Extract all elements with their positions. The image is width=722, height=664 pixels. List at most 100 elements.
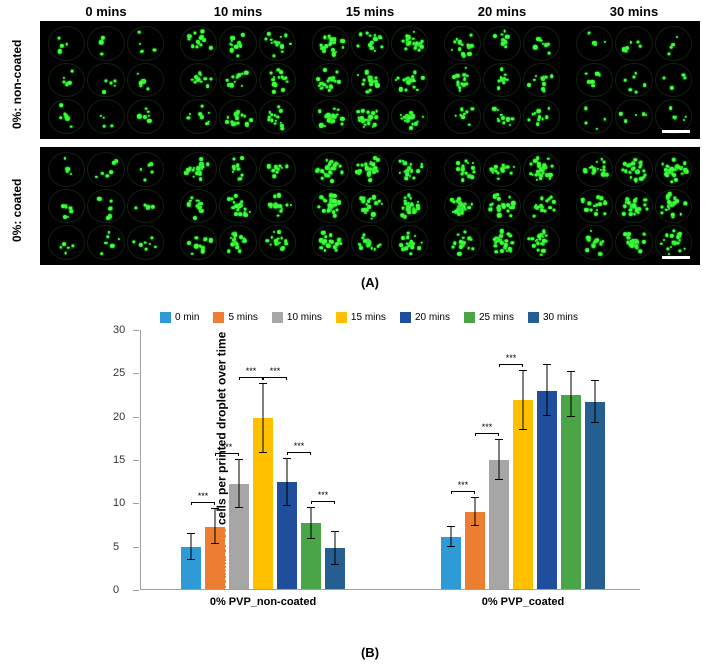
droplet [87,225,124,260]
droplet [576,26,613,61]
error-cap [331,564,339,565]
droplet [655,26,692,61]
droplet [87,26,124,61]
error-cap [331,531,339,532]
microscopy-row: 0%: coated [40,147,700,273]
droplet [48,26,85,61]
significance-marker: *** [311,490,335,502]
droplet [391,189,428,224]
legend-label: 5 mins [228,312,257,323]
droplet [483,26,520,61]
droplet [391,99,428,134]
legend-item: 5 mins [213,312,257,323]
panel-a-microscopy: 0 mins10 mins15 mins20 mins30 mins 0%: n… [40,0,700,290]
droplet [615,152,652,187]
microscopy-strip [40,21,700,139]
error-cap [519,370,527,371]
droplet [48,99,85,134]
droplet [87,99,124,134]
droplet [180,225,217,260]
droplet [259,99,296,134]
y-tick-label: 30 [113,324,125,336]
significance-marker: *** [263,366,287,378]
droplet [444,189,481,224]
error-cap [187,559,195,560]
time-header: 0 mins [46,4,166,19]
legend-swatch [528,312,539,323]
droplet [180,99,217,134]
error-cap [495,439,503,440]
droplet [523,225,560,260]
error-cap [447,526,455,527]
error-cap [543,415,551,416]
significance-marker: *** [499,353,523,365]
droplet [259,26,296,61]
droplet-group [312,152,428,260]
droplet [655,99,692,134]
error-cap [567,371,575,372]
droplet [391,26,428,61]
droplet [444,99,481,134]
droplet [655,63,692,98]
error-cap [471,525,479,526]
droplet [127,26,164,61]
error-bar [335,532,336,565]
error-cap [591,380,599,381]
error-bar [571,372,572,417]
droplet [351,189,388,224]
droplet [655,225,692,260]
droplet [180,63,217,98]
droplet [48,225,85,260]
error-bar [263,384,264,453]
error-bar [499,440,500,480]
significance-marker: *** [215,442,239,454]
panel-b-chart: 0 min5 mins10 mins15 mins20 mins25 mins3… [90,310,650,640]
legend-label: 20 mins [415,312,450,323]
droplet-group [180,152,296,260]
error-cap [259,452,267,453]
error-bar [475,498,476,526]
legend-swatch [336,312,347,323]
droplet [351,152,388,187]
y-tick [133,417,139,418]
time-header: 10 mins [178,4,298,19]
error-cap [543,364,551,365]
droplet-group [48,26,164,134]
droplet [391,63,428,98]
y-tick [133,590,139,591]
droplet-group [180,26,296,134]
droplet [444,225,481,260]
y-tick-label: 15 [113,454,125,466]
droplet [127,152,164,187]
error-bar [523,371,524,430]
droplet-group [312,26,428,134]
droplet [87,189,124,224]
droplet [259,152,296,187]
droplet [444,63,481,98]
droplet [48,189,85,224]
droplet-group [48,152,164,260]
error-cap [495,479,503,480]
microscopy-strip [40,147,700,265]
error-cap [307,507,315,508]
droplet [312,63,349,98]
legend-label: 0 min [175,312,199,323]
legend-label: 15 mins [351,312,386,323]
y-tick-label: 0 [113,584,119,596]
y-tick [133,373,139,374]
droplet [615,63,652,98]
y-tick-label: 5 [113,541,119,553]
droplet [127,99,164,134]
legend-swatch [213,312,224,323]
y-tick [133,547,139,548]
legend-label: 10 mins [287,312,322,323]
droplet [576,99,613,134]
significance-marker: *** [475,422,499,434]
droplet [615,26,652,61]
droplet [180,26,217,61]
droplet [576,152,613,187]
droplet [127,225,164,260]
error-cap [591,422,599,423]
droplet [444,26,481,61]
droplet [523,189,560,224]
